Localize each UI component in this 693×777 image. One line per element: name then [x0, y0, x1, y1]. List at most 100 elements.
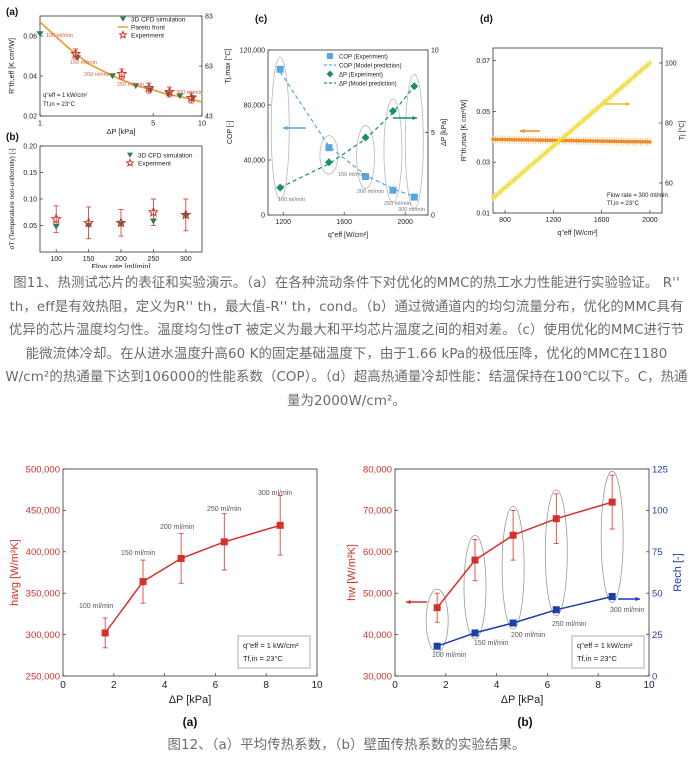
flow-rate-label: 200 ml/min [511, 632, 545, 639]
tj-marker [512, 177, 516, 182]
legend-label: ΔP (Experiment) [339, 73, 383, 79]
legend-label: Experiment [138, 161, 171, 168]
legend-label: 3D CFD simulation [138, 153, 193, 160]
havg-marker [101, 629, 109, 637]
rech-marker [509, 619, 517, 627]
figure-12-caption: 图12、（a）平均传热系数，（b）壁面传热系数的实验结果。 [167, 738, 526, 753]
x-tick-label: 6 [545, 680, 551, 691]
rth-marker [524, 138, 528, 142]
y-tick-label: 100 [665, 60, 677, 67]
tj-marker [508, 182, 512, 186]
tj-marker [536, 157, 540, 161]
flow-rate-ellipse [356, 125, 375, 189]
y2-axis-label: Tj,max [°C] [224, 49, 232, 84]
tj-marker [648, 61, 652, 65]
hw-marker [552, 515, 560, 523]
legend-label: 3D CFD simulation [131, 17, 186, 24]
dp-experiment-marker [276, 183, 285, 192]
tj-marker [531, 161, 536, 165]
y-tick-label: 40,000 [363, 630, 392, 641]
cfd-marker [36, 31, 44, 38]
x-tick-label: 8 [595, 680, 601, 691]
experiment-star [163, 86, 176, 97]
y-tick-label: 10 [431, 47, 439, 54]
y-tick-label: 43 [205, 113, 213, 120]
tj-marker [493, 194, 497, 198]
x-tick-label: 2000 [642, 217, 658, 224]
rth-marker [510, 138, 514, 142]
tj-marker [555, 141, 559, 145]
x-tick-label: 200 [115, 256, 127, 263]
tj-marker [629, 77, 633, 81]
rth-marker [598, 139, 602, 143]
flow-rate-label: 250 ml/min [207, 506, 241, 513]
legend-label: COP (Experiment) [339, 55, 388, 61]
x-tick-label: 300 [180, 256, 192, 263]
rth-marker [645, 140, 650, 144]
y-tick-label: 0 [261, 212, 265, 219]
x-tick-label: 100 [50, 256, 62, 263]
tj-marker [576, 122, 581, 126]
condition-text: Flow rate = 300 ml/min [607, 193, 668, 199]
tj-marker [600, 102, 604, 106]
dp-experiment-marker [324, 158, 333, 167]
hw-marker [433, 604, 441, 612]
tj-marker [607, 96, 612, 100]
rth-marker [641, 140, 645, 144]
tj-marker [534, 159, 538, 163]
havg-marker [177, 554, 185, 562]
flow-rate-ellipse [544, 489, 568, 617]
tj-marker [605, 98, 609, 102]
flow-rate-label: 300 ml/min [258, 490, 292, 497]
rth-marker [508, 138, 512, 142]
experiment-star [116, 68, 128, 79]
x-tick-label: 2 [443, 680, 449, 691]
hw-marker [608, 498, 616, 506]
rth-marker [498, 137, 502, 142]
rth-marker [584, 139, 588, 143]
rth-marker [522, 138, 526, 142]
y-tick-label: 50,000 [363, 589, 392, 600]
rth-marker [519, 138, 524, 142]
x-tick-label: 5 [151, 119, 155, 128]
tj-marker [557, 139, 562, 143]
experiment-star [185, 92, 197, 103]
rth-marker [531, 138, 536, 142]
y-tick-label: 0.20 [23, 143, 37, 150]
y-tick-label: 63 [205, 63, 213, 70]
rth-marker [541, 138, 545, 142]
tj-marker [612, 92, 616, 96]
panel-label: (a) [6, 7, 18, 18]
fig12-panel-b: 0 2 4 6 8 10 30,000 40,000 50,000 60,000 70,000 80,… [346, 464, 684, 729]
legend-cfd-marker [127, 152, 133, 158]
y-tick-label: 5 [431, 130, 435, 137]
rth-marker [536, 138, 540, 142]
y-tick-label: 0.06 [23, 33, 37, 40]
x-tick-label: 8 [263, 680, 269, 691]
tj-marker [546, 149, 550, 153]
rth-marker [529, 138, 533, 142]
rth-marker [567, 139, 571, 143]
x-axis-label: ΔP [kPa] [169, 694, 212, 706]
condition-box [571, 635, 645, 669]
x-axis-label: Flow rate [ml/min] [91, 262, 150, 268]
y-tick-label: 0.07 [476, 58, 490, 65]
tj-marker [529, 163, 533, 167]
rech-marker [433, 642, 441, 650]
cop-experiment-marker [276, 65, 284, 73]
arrow-head [283, 125, 288, 131]
condition-text: q''eff = 1 kW/cm² [243, 641, 299, 650]
flow-rate-ellipse [425, 588, 449, 653]
y-tick-label: 300,000 [26, 630, 60, 641]
y2-tick-label: 25 [652, 630, 663, 641]
rth-marker [624, 139, 628, 144]
rth-marker [636, 140, 640, 144]
rth-marker [622, 139, 626, 144]
fig11-panel-c: (c) 1200 1600 2000 0 40,000 80,000 120,000 0 5 10 q… [227, 14, 448, 239]
x-axis-label: q''eff [W/cm²] [557, 230, 597, 237]
tj-marker [562, 135, 566, 139]
panel-label: (c) [255, 14, 267, 25]
x-axis-label: ΔP [kPa] [106, 127, 135, 136]
tj-marker [515, 175, 519, 180]
hw-line [436, 501, 613, 609]
